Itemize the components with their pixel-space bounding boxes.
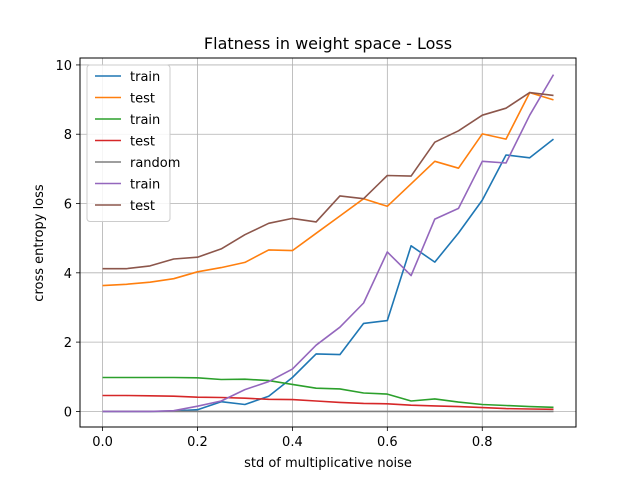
series-lines <box>102 74 555 413</box>
legend-label: test <box>130 199 155 214</box>
y-axis-label: cross entropy loss <box>32 184 47 302</box>
legend-box <box>86 64 171 222</box>
x-tick-label: 0.6 <box>377 435 398 450</box>
y-tick-label: 4 <box>64 267 72 282</box>
legend-label: test <box>130 92 155 107</box>
y-tick-label: 8 <box>64 128 72 143</box>
legend-label: train <box>130 178 160 193</box>
chart-title: Flatness in weight space - Loss <box>204 34 452 53</box>
series-line-7 <box>102 91 554 270</box>
x-tick-label: 0.2 <box>187 435 208 450</box>
series-line-6 <box>102 74 555 413</box>
x-tick-label: 0.8 <box>472 435 493 450</box>
x-axis-label: std of multiplicative noise <box>244 456 412 471</box>
series-line-3 <box>102 376 554 409</box>
y-tick-label: 6 <box>64 198 72 213</box>
legend-label: train <box>130 70 160 85</box>
y-tick-label: 2 <box>64 336 72 351</box>
series-line-2 <box>102 91 554 287</box>
axis-ticks: 0.0 0.2 0.4 0.6 0.8 0 2 4 6 8 10 <box>55 59 492 450</box>
y-tick-label: 10 <box>55 59 72 74</box>
y-tick-label: 0 <box>64 405 72 420</box>
legend: train test train test random train test <box>86 64 180 222</box>
legend-label: random <box>130 156 180 171</box>
plot-area-frame <box>79 57 577 428</box>
legend-label: test <box>130 135 155 150</box>
series-line-4 <box>102 394 554 411</box>
x-tick-label: 0.4 <box>282 435 303 450</box>
legend-label: train <box>130 113 160 128</box>
x-tick-label: 0.0 <box>92 435 113 450</box>
